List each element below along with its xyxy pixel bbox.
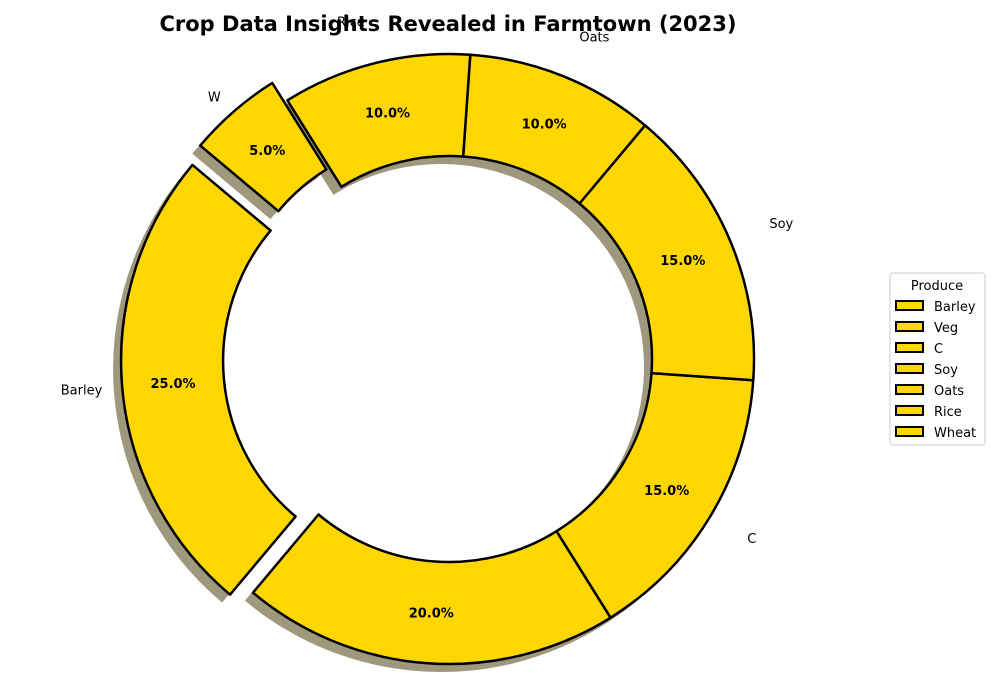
slice-barley xyxy=(119,163,297,596)
label-layer: Barley25.0%Veg20.0%C15.0%Soy15.0%Oats10.… xyxy=(61,15,794,621)
legend-swatch xyxy=(895,300,924,311)
legend-item-oats: Oats xyxy=(895,384,964,399)
legend-label: Barley xyxy=(934,300,976,315)
slice-label-soy: Soy xyxy=(769,217,793,232)
legend-entries: Barley Veg C Soy Oats Rice Wheat xyxy=(895,300,976,441)
slice-label-oats: Oats xyxy=(579,30,609,45)
pct-label-soy: 15.0% xyxy=(660,254,705,269)
legend-item-soy: Soy xyxy=(895,363,958,378)
pct-label-w: 5.0% xyxy=(249,144,285,159)
legend-item-rice: Rice xyxy=(895,405,962,420)
legend-frame xyxy=(889,272,986,446)
pct-label-oats: 10.0% xyxy=(522,117,567,132)
legend-title: Produce xyxy=(911,279,963,294)
slice-label-rice: Rice xyxy=(337,15,365,30)
legend: Produce Barley Veg C Soy Oats Rice Wheat xyxy=(889,272,986,446)
legend-label: Veg xyxy=(934,321,958,336)
legend-label: Soy xyxy=(934,363,958,378)
pct-label-veg: 20.0% xyxy=(409,606,454,621)
legend-item-wheat: Wheat xyxy=(895,426,976,441)
legend-label: C xyxy=(934,342,943,357)
slice-label-c: C xyxy=(747,532,756,547)
legend-label: Wheat xyxy=(934,426,976,441)
chart-title: Crop Data Insights Revealed in Farmtown … xyxy=(159,12,736,36)
legend-item-veg: Veg xyxy=(895,321,958,336)
legend-label: Rice xyxy=(934,405,962,420)
legend-swatch xyxy=(895,342,924,353)
slice-rice xyxy=(286,52,472,189)
legend-item-barley: Barley xyxy=(895,300,976,315)
legend-item-c: C xyxy=(895,342,943,357)
pct-label-rice: 10.0% xyxy=(365,107,410,122)
slice-veg xyxy=(251,513,612,666)
slice-w xyxy=(199,81,328,213)
slice-label-w: W xyxy=(208,90,221,105)
legend-swatch xyxy=(895,363,924,374)
slice-label-barley: Barley xyxy=(61,383,103,398)
legend-swatch xyxy=(895,405,924,416)
pct-label-barley: 25.0% xyxy=(150,377,195,392)
legend-swatch xyxy=(895,321,924,332)
legend-swatch xyxy=(895,384,924,395)
pct-label-c: 15.0% xyxy=(644,484,689,499)
slice-layer xyxy=(119,52,756,666)
legend-swatch xyxy=(895,426,924,437)
legend-label: Oats xyxy=(934,384,964,399)
